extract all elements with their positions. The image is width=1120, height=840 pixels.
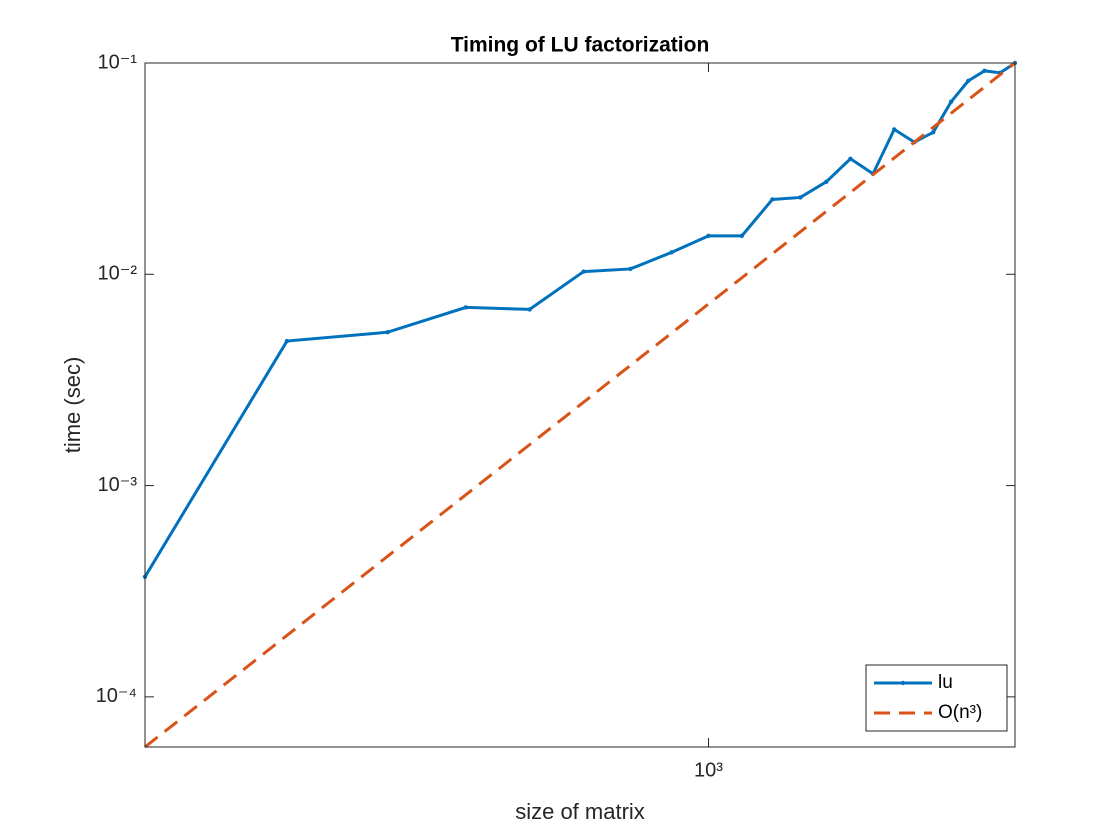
axes-box bbox=[144, 62, 1016, 748]
data-point bbox=[581, 269, 586, 274]
data-point bbox=[669, 250, 674, 255]
y-axis-label: time (sec) bbox=[60, 357, 85, 454]
legend: lu O(n³) bbox=[865, 664, 1008, 732]
x-axis-label: size of matrix bbox=[515, 799, 645, 824]
series-line bbox=[144, 61, 1016, 749]
data-point bbox=[948, 99, 954, 104]
data-point bbox=[284, 338, 290, 344]
data-point bbox=[824, 179, 829, 184]
y-tick-label: 10⁻⁴ bbox=[96, 685, 137, 707]
data-point bbox=[628, 266, 633, 272]
chart-title: Timing of LU factorization bbox=[451, 34, 710, 57]
data-point bbox=[798, 195, 803, 200]
data-point bbox=[463, 305, 469, 310]
y-tick-label: 10⁻¹ bbox=[98, 51, 138, 73]
y-tick-label: 10⁻³ bbox=[98, 474, 138, 496]
data-point bbox=[982, 68, 987, 74]
x-tick-label: 10³ bbox=[694, 759, 723, 781]
data-point bbox=[527, 307, 532, 312]
data-point bbox=[966, 78, 971, 84]
y-tick-label: 10⁻² bbox=[98, 263, 138, 285]
data-point bbox=[385, 329, 390, 335]
data-point bbox=[706, 233, 711, 239]
legend-box bbox=[865, 664, 1008, 732]
data-point bbox=[739, 233, 745, 239]
data-point bbox=[931, 130, 936, 135]
data-point bbox=[848, 156, 853, 162]
legend-marker bbox=[900, 680, 906, 686]
data-point bbox=[892, 127, 897, 132]
legend-label: O(n³) bbox=[938, 702, 982, 723]
data-point bbox=[770, 197, 775, 202]
legend-label: lu bbox=[938, 672, 953, 693]
